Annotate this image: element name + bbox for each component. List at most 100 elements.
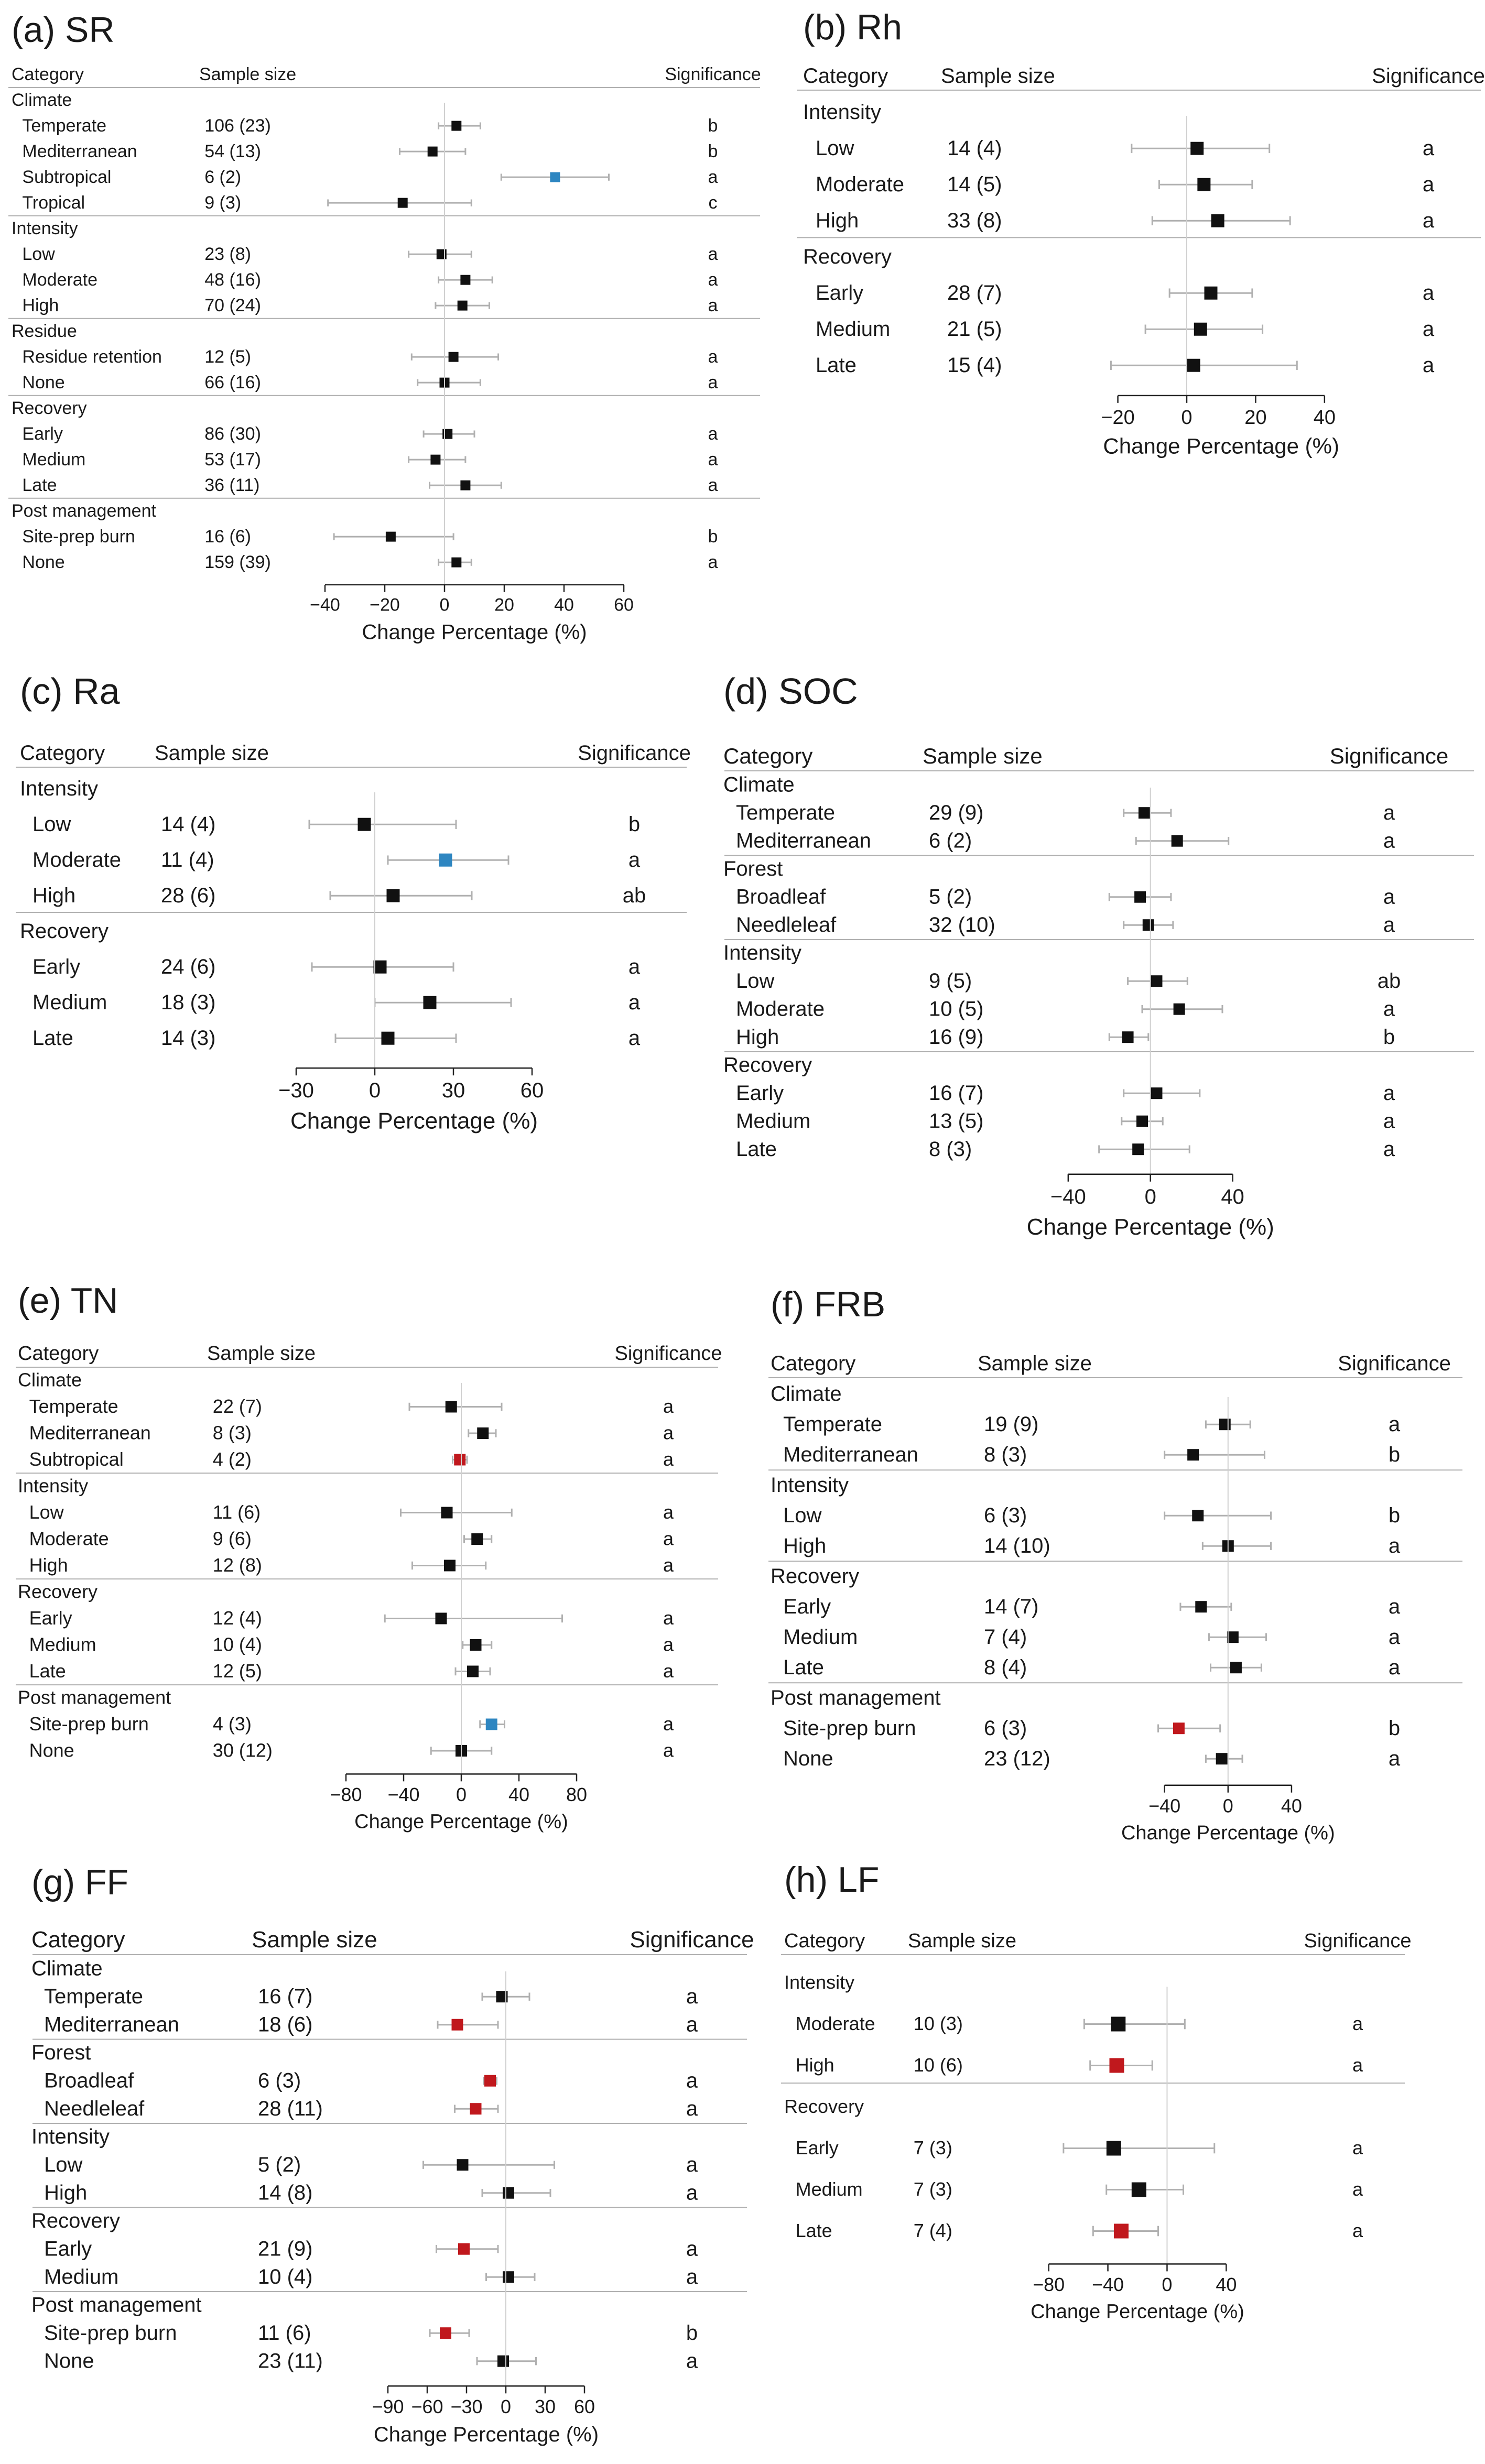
point-estimate bbox=[1187, 358, 1200, 372]
x-axis-label: Change Percentage (%) bbox=[362, 621, 587, 644]
row-label: High bbox=[44, 2182, 87, 2205]
sample-size: 14 (7) bbox=[984, 1595, 1039, 1618]
significance-letter: a bbox=[686, 2097, 698, 2120]
point-estimate bbox=[1227, 1631, 1239, 1643]
row-label: Late bbox=[29, 1660, 66, 1682]
significance-letter: a bbox=[708, 167, 718, 187]
sample-size: 9 (6) bbox=[213, 1528, 252, 1550]
sample-size: 19 (9) bbox=[984, 1413, 1039, 1436]
row-label: Low bbox=[22, 244, 55, 264]
row-label: Site-prep burn bbox=[29, 1713, 149, 1735]
significance-letter: a bbox=[1389, 1595, 1401, 1618]
data-row: Moderate 11 (4) a bbox=[32, 848, 641, 871]
group-label: Recovery bbox=[20, 920, 109, 943]
significance-letter: a bbox=[1383, 1082, 1395, 1105]
point-estimate bbox=[1190, 141, 1204, 155]
significance-letter: a bbox=[1389, 1747, 1401, 1770]
sample-size: 11 (4) bbox=[161, 848, 214, 871]
row-label: Temperate bbox=[29, 1395, 118, 1417]
data-row: Moderate 14 (5) a bbox=[816, 173, 1435, 196]
header-significance: Significance bbox=[1304, 1930, 1412, 1952]
header-category: Category bbox=[723, 744, 812, 768]
header-category: Category bbox=[31, 1927, 125, 1953]
data-row: Late 14 (3) a bbox=[32, 1027, 641, 1050]
point-estimate bbox=[451, 121, 462, 131]
row-label: Subtropical bbox=[22, 167, 111, 187]
panel-3: (c) Ra Category Sample size Significance Int… bbox=[16, 671, 691, 1134]
significance-letter: a bbox=[686, 2238, 698, 2261]
panel-6: (f) FRB Category Sample size Significance Cl… bbox=[768, 1284, 1462, 1844]
point-estimate bbox=[440, 2327, 451, 2339]
point-estimate bbox=[458, 2243, 470, 2255]
data-row: Site-prep burn 16 (6) b bbox=[22, 527, 718, 547]
point-estimate bbox=[457, 2159, 469, 2171]
sample-size: 4 (2) bbox=[213, 1448, 252, 1470]
sample-size: 106 (23) bbox=[204, 116, 271, 136]
row-label: High bbox=[32, 884, 75, 907]
row-label: Medium bbox=[44, 2265, 118, 2288]
group-label: Post management bbox=[12, 501, 156, 521]
point-estimate bbox=[1106, 2141, 1121, 2156]
point-estimate bbox=[385, 531, 396, 542]
point-estimate bbox=[503, 2271, 514, 2283]
significance-letter: a bbox=[1352, 2013, 1363, 2034]
row-label: Early bbox=[736, 1082, 784, 1105]
sample-size: 28 (11) bbox=[258, 2097, 323, 2120]
significance-letter: a bbox=[663, 1448, 674, 1470]
data-row: Mediterranean 6 (2) a bbox=[736, 830, 1395, 853]
row-label: Moderate bbox=[816, 173, 904, 196]
sample-size: 4 (3) bbox=[213, 1713, 252, 1735]
group-label: Recovery bbox=[784, 2096, 864, 2117]
panel-5: (e) TN Category Sample size Significance Cli… bbox=[16, 1281, 722, 1833]
header-category: Category bbox=[784, 1930, 865, 1952]
x-axis-label: Change Percentage (%) bbox=[1121, 1822, 1335, 1844]
row-label: Low bbox=[816, 137, 854, 160]
sample-size: 16 (7) bbox=[929, 1082, 984, 1105]
row-label: Medium bbox=[796, 2178, 863, 2200]
sample-size: 10 (6) bbox=[914, 2054, 963, 2076]
row-label: Needleleaf bbox=[44, 2097, 145, 2120]
sample-size: 12 (5) bbox=[213, 1660, 262, 1682]
row-label: High bbox=[816, 209, 859, 232]
row-label: Mediterranean bbox=[44, 2013, 179, 2036]
sample-size: 23 (8) bbox=[204, 244, 251, 264]
significance-letter: b bbox=[708, 116, 718, 136]
header-category: Category bbox=[18, 1343, 99, 1365]
data-row: Late 12 (5) a bbox=[29, 1660, 674, 1682]
header-sample-size: Sample size bbox=[941, 64, 1055, 88]
point-estimate bbox=[423, 996, 437, 1009]
data-row: Early 24 (6) a bbox=[32, 955, 641, 978]
sample-size: 9 (5) bbox=[929, 969, 972, 993]
sample-size: 53 (17) bbox=[204, 450, 261, 470]
significance-letter: a bbox=[1352, 2137, 1363, 2158]
x-axis-label: Change Percentage (%) bbox=[1027, 1214, 1274, 1240]
row-label: High bbox=[736, 1026, 779, 1049]
point-estimate bbox=[1194, 322, 1207, 336]
header-significance: Significance bbox=[1330, 744, 1448, 768]
x-tick-label: 0 bbox=[456, 1784, 467, 1805]
data-row: Low 14 (4) b bbox=[32, 813, 640, 836]
panel-4: (d) SOC Category Sample size Significance Cl… bbox=[723, 671, 1474, 1240]
x-tick-label: 0 bbox=[369, 1079, 381, 1102]
x-tick-label: −40 bbox=[387, 1784, 419, 1805]
header-category: Category bbox=[12, 64, 84, 84]
row-label: Residue retention bbox=[22, 347, 162, 367]
row-label: Moderate bbox=[736, 998, 825, 1021]
significance-letter: a bbox=[1423, 354, 1435, 377]
point-estimate bbox=[441, 1507, 453, 1519]
group-label: Intensity bbox=[12, 219, 78, 238]
row-label: Low bbox=[783, 1504, 821, 1527]
group-label: Climate bbox=[18, 1369, 82, 1391]
row-label: High bbox=[22, 296, 59, 315]
group-label: Residue bbox=[12, 321, 77, 341]
header-sample-size: Sample size bbox=[199, 64, 296, 84]
sample-size: 28 (6) bbox=[161, 884, 216, 907]
x-tick-label: −20 bbox=[1101, 407, 1134, 429]
sample-size: 6 (2) bbox=[204, 167, 241, 187]
x-tick-label: 30 bbox=[442, 1079, 465, 1102]
x-axis-label: Change Percentage (%) bbox=[1031, 2301, 1244, 2323]
significance-letter: b bbox=[628, 813, 640, 836]
data-row: Late 8 (3) a bbox=[736, 1138, 1395, 1161]
row-label: Late bbox=[783, 1656, 824, 1679]
significance-letter: a bbox=[708, 296, 718, 315]
